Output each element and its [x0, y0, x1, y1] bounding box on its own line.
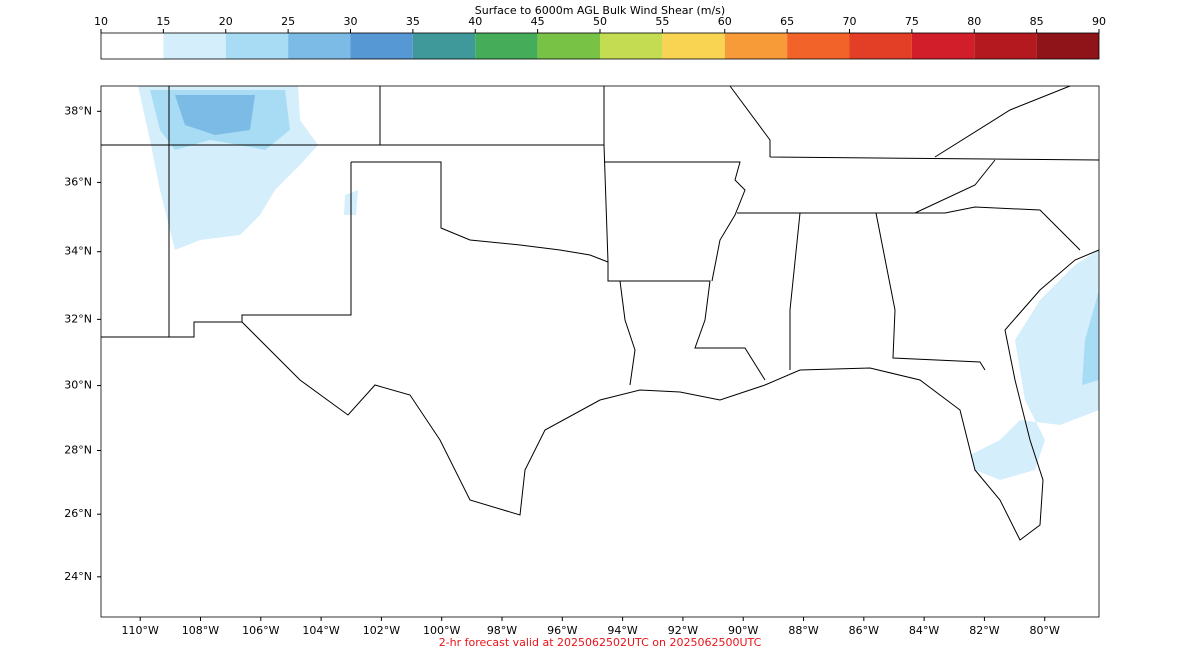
colorbar-swatch: [101, 33, 164, 59]
lat-label: 34°N: [64, 245, 92, 258]
borders: [101, 85, 1100, 541]
axes: 110°W 108°W 106°W 104°W 102°W 100°W 98°W 96°W 94…: [64, 104, 1060, 637]
map-frame: [100, 85, 1100, 618]
colorbar: 10 15 20 25 30 35 40 45 50 55 60 65 70 75 80 85 90: [94, 15, 1106, 59]
colorbar-swatch: [537, 33, 600, 59]
lat-label: 24°N: [64, 570, 92, 583]
footer: 2-hr forecast valid at 2025062502UTC on …: [439, 636, 762, 649]
lon-label: 108°W: [182, 624, 219, 637]
lon-label: 110°W: [122, 624, 159, 637]
lon-label: 84°W: [909, 624, 939, 637]
lon-label: 102°W: [363, 624, 400, 637]
lon-label: 82°W: [969, 624, 999, 637]
lon-label: 80°W: [1030, 624, 1060, 637]
shear-shading: [138, 86, 1099, 480]
colorbar-tick-label: 75: [905, 15, 919, 28]
colorbar-swatch: [288, 33, 351, 59]
shade-dark: [175, 95, 255, 135]
lon-label: 100°W: [423, 624, 460, 637]
colorbar-swatch: [662, 33, 725, 59]
colorbar-swatch: [163, 33, 226, 59]
colorbar-swatch: [350, 33, 413, 59]
shade-mid: [1082, 290, 1099, 385]
lat-label: 30°N: [64, 379, 92, 392]
colorbar-tick-label: 35: [406, 15, 420, 28]
colorbar-tick-label: 80: [967, 15, 981, 28]
colorbar-swatch: [1036, 33, 1099, 59]
lat-label: 38°N: [64, 104, 92, 117]
colorbar-tick-label: 85: [1030, 15, 1044, 28]
lon-label: 104°W: [302, 624, 339, 637]
lon-label: 106°W: [242, 624, 279, 637]
colorbar-swatch: [974, 33, 1037, 59]
colorbar-tick-label: 45: [531, 15, 545, 28]
colorbar-swatch: [412, 33, 476, 59]
colorbar-tick-label: 70: [843, 15, 857, 28]
colorbar-tick-label: 65: [780, 15, 794, 28]
colorbar-tick-label: 15: [156, 15, 170, 28]
colorbar-swatch: [787, 33, 850, 59]
colorbar-tick-label: 90: [1092, 15, 1106, 28]
colorbar-swatch: [600, 33, 663, 59]
lon-label: 88°W: [788, 624, 818, 637]
colorbar-title: Surface to 6000m AGL Bulk Wind Shear (m/…: [475, 4, 725, 17]
colorbar-swatch: [475, 33, 538, 59]
lon-label: 92°W: [668, 624, 698, 637]
lat-label: 36°N: [64, 175, 92, 188]
lat-label: 26°N: [64, 507, 92, 520]
colorbar-tick-label: 60: [718, 15, 732, 28]
lon-label: 96°W: [547, 624, 577, 637]
colorbar-tick-label: 30: [344, 15, 358, 28]
colorbar-swatch: [849, 33, 912, 59]
colorbar-swatch: [911, 33, 975, 59]
colorbar-tick-label: 25: [281, 15, 295, 28]
lon-label: 98°W: [487, 624, 517, 637]
lon-label: 86°W: [849, 624, 879, 637]
lon-label: 90°W: [728, 624, 758, 637]
colorbar-swatch: [724, 33, 788, 59]
lat-label: 32°N: [64, 312, 92, 325]
colorbar-tick-label: 55: [655, 15, 669, 28]
colorbar-tick-label: 20: [219, 15, 233, 28]
colorbar-swatch: [225, 33, 289, 59]
colorbar-tick-label: 40: [468, 15, 482, 28]
lon-label: 94°W: [607, 624, 637, 637]
colorbar-tick-label: 10: [94, 15, 108, 28]
lat-label: 28°N: [64, 443, 92, 456]
colorbar-frame: [100, 32, 1100, 60]
shade-light: [970, 250, 1099, 480]
colorbar-tick-label: 50: [593, 15, 607, 28]
